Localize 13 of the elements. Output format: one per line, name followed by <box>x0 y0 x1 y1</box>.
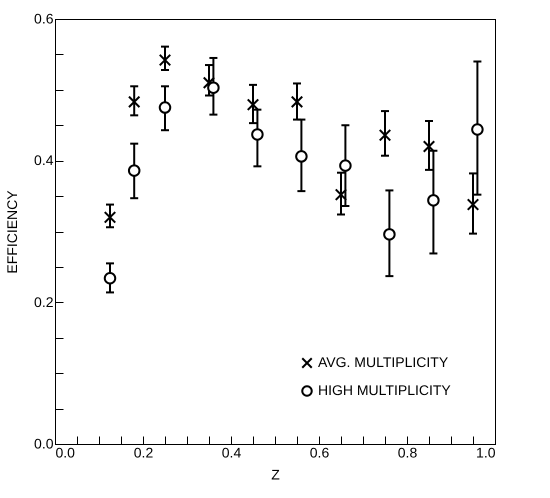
x-tick-label: 0.0 <box>56 444 76 460</box>
y-tick-label: 0.2 <box>34 294 54 310</box>
x-tick-label: 0.2 <box>134 444 154 460</box>
legend-label: HIGH MULTIPLICITY <box>318 382 452 398</box>
x-tick-label: 0.8 <box>398 444 418 460</box>
legend-label: AVG. MULTIPLICITY <box>318 354 449 370</box>
x-tick-label: 0.4 <box>222 444 242 460</box>
x-tick-label: 0.6 <box>310 444 330 460</box>
y-tick-label: 0.6 <box>34 10 54 26</box>
y-axis-title: EFFICIENCY <box>4 190 20 274</box>
y-tick-label: 0.4 <box>34 152 54 168</box>
x-axis-title: Z <box>271 466 280 482</box>
x-tick-label: 1.0 <box>476 444 496 460</box>
